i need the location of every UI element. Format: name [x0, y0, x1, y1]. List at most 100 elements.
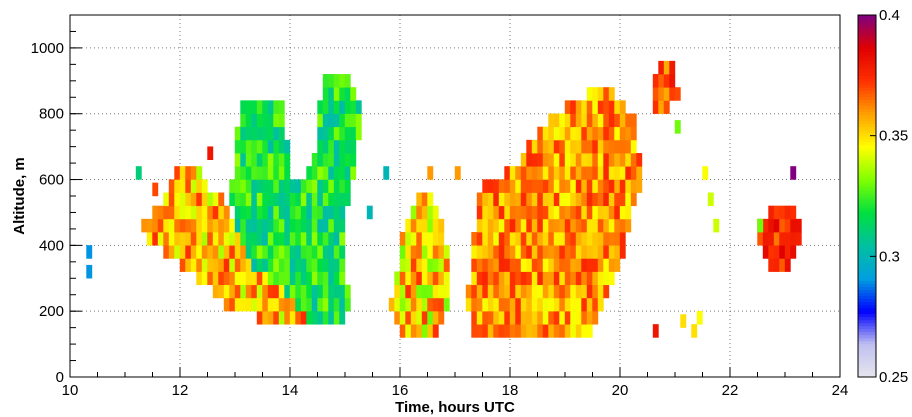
- heatmap-cell: [185, 258, 192, 272]
- heatmap-cell: [267, 126, 274, 141]
- heatmap-cell: [454, 166, 461, 180]
- heatmap-cell: [619, 192, 626, 207]
- heatmap-cell: [267, 297, 274, 312]
- heatmap-cell: [317, 113, 324, 128]
- heatmap-cell: [531, 192, 538, 207]
- heatmap-cell: [592, 100, 599, 114]
- heatmap-cell: [696, 310, 703, 325]
- heatmap-cell: [630, 139, 637, 154]
- heatmap-cell: [531, 139, 538, 154]
- heatmap-cell: [592, 284, 599, 299]
- heatmap-cell: [548, 297, 555, 312]
- heatmap-cell: [570, 139, 577, 154]
- heatmap-cell: [207, 271, 214, 286]
- heatmap-cell: [399, 297, 406, 312]
- heatmap-cell: [432, 271, 439, 286]
- heatmap-cell: [498, 192, 505, 207]
- heatmap-cell: [245, 297, 252, 312]
- heatmap-cell: [509, 310, 516, 325]
- heatmap-cells: [86, 60, 802, 338]
- heatmap-cell: [201, 258, 208, 272]
- heatmap-cell: [174, 166, 181, 180]
- heatmap-cell: [487, 258, 494, 272]
- colorbar-segment: [858, 90, 876, 94]
- heatmap-cell: [498, 284, 505, 299]
- heatmap-cell: [548, 126, 555, 141]
- heatmap-cell: [669, 60, 676, 75]
- heatmap-cell: [333, 297, 340, 312]
- heatmap-cell: [553, 284, 560, 299]
- heatmap-cell: [619, 139, 626, 154]
- heatmap-cell: [251, 297, 258, 312]
- heatmap-cell: [592, 139, 599, 154]
- heatmap-cell: [333, 74, 340, 88]
- heatmap-cell: [531, 324, 538, 338]
- heatmap-cell: [146, 218, 153, 233]
- heatmap-cell: [603, 232, 610, 246]
- heatmap-cell: [586, 271, 593, 286]
- heatmap-cell: [669, 87, 676, 101]
- heatmap-cell: [262, 179, 269, 193]
- heatmap-cell: [311, 271, 318, 286]
- colorbar-segment: [858, 331, 876, 336]
- heatmap-cell: [317, 179, 324, 193]
- heatmap-cell: [537, 232, 544, 246]
- heatmap-cell: [185, 192, 192, 207]
- heatmap-cell: [245, 100, 252, 114]
- x-axis-title: Time, hours UTC: [395, 399, 515, 416]
- heatmap-cell: [306, 245, 313, 259]
- heatmap-cell: [625, 192, 632, 207]
- heatmap-cell: [597, 232, 604, 246]
- heatmap-cell: [339, 179, 346, 193]
- heatmap-cell: [795, 218, 802, 233]
- heatmap-cell: [267, 205, 274, 220]
- heatmap-cell: [317, 284, 324, 299]
- heatmap-cell: [278, 166, 285, 180]
- heatmap-cell: [553, 153, 560, 167]
- heatmap-cell: [520, 192, 527, 207]
- heatmap-cell: [333, 166, 340, 180]
- heatmap-cell: [504, 310, 511, 325]
- heatmap-cell: [322, 139, 329, 154]
- heatmap-cell: [493, 218, 500, 233]
- colorbar-segment: [858, 162, 876, 167]
- heatmap-cell: [586, 126, 593, 141]
- heatmap-cell: [152, 205, 159, 220]
- heatmap-cell: [592, 297, 599, 312]
- heatmap-cell: [570, 192, 577, 207]
- colorbar-segment: [858, 325, 876, 330]
- heatmap-cell: [306, 192, 313, 207]
- heatmap-cell: [619, 205, 626, 220]
- heatmap-cell: [218, 205, 225, 220]
- heatmap-cell: [278, 179, 285, 193]
- heatmap-cell: [427, 310, 434, 325]
- heatmap-cell: [278, 258, 285, 272]
- heatmap-cell: [267, 232, 274, 246]
- colorbar-segment: [858, 60, 876, 64]
- heatmap-cell: [537, 179, 544, 193]
- colorbar-segment: [858, 165, 876, 170]
- heatmap-cell: [537, 192, 544, 207]
- colorbar-segment: [858, 33, 876, 37]
- heatmap-cell: [317, 218, 324, 233]
- heatmap-cell: [487, 310, 494, 325]
- heatmap-cell: [559, 297, 566, 312]
- heatmap-cell: [564, 284, 571, 299]
- colorbar-tick-label: 0.35: [879, 128, 908, 145]
- heatmap-cell: [322, 245, 329, 259]
- heatmap-cell: [405, 297, 412, 312]
- heatmap-cell: [317, 232, 324, 246]
- heatmap-cell: [234, 232, 241, 246]
- heatmap-cell: [179, 218, 186, 233]
- heatmap-cell: [504, 297, 511, 312]
- heatmap-cell: [531, 179, 538, 193]
- colorbar-segment: [858, 132, 876, 137]
- heatmap-cell: [575, 113, 582, 128]
- heatmap-cell: [537, 297, 544, 312]
- heatmap-cell: [614, 126, 621, 141]
- heatmap-cell: [592, 166, 599, 180]
- heatmap-cell: [515, 192, 522, 207]
- heatmap-cell: [603, 284, 610, 299]
- heatmap-cell: [328, 113, 335, 128]
- heatmap-cell: [548, 245, 555, 259]
